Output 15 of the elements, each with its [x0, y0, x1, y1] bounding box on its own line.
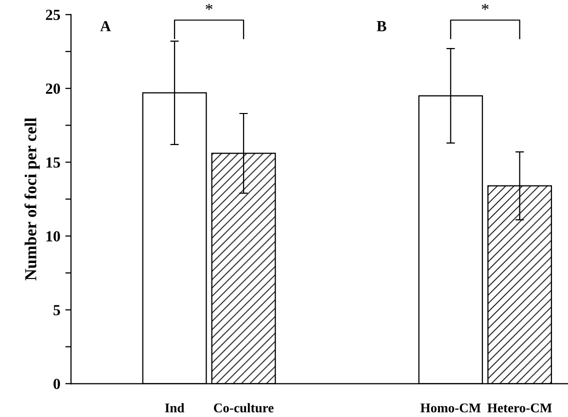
- x-tick-label: Hetero-CM: [487, 404, 552, 412]
- x-tick-label: Co-culture: [214, 403, 274, 412]
- annotation: A: [100, 21, 111, 32]
- annotation: B: [376, 21, 386, 32]
- y-tick-label: 25: [46, 10, 60, 20]
- y-tick-label: 0: [54, 378, 60, 390]
- y-tick-label: 5: [54, 305, 60, 316]
- x-tick-label: Homo-CM: [420, 404, 481, 412]
- y-tick-label: 10: [46, 231, 60, 242]
- text: *: [206, 4, 212, 10]
- y-tick-label: 15: [46, 157, 60, 168]
- text: *: [482, 4, 489, 10]
- x-tick-label: Ind: [165, 403, 184, 412]
- y-tick-label: 20: [46, 84, 60, 94]
- y-axis-title: Number of foci per cell: [24, 118, 40, 280]
